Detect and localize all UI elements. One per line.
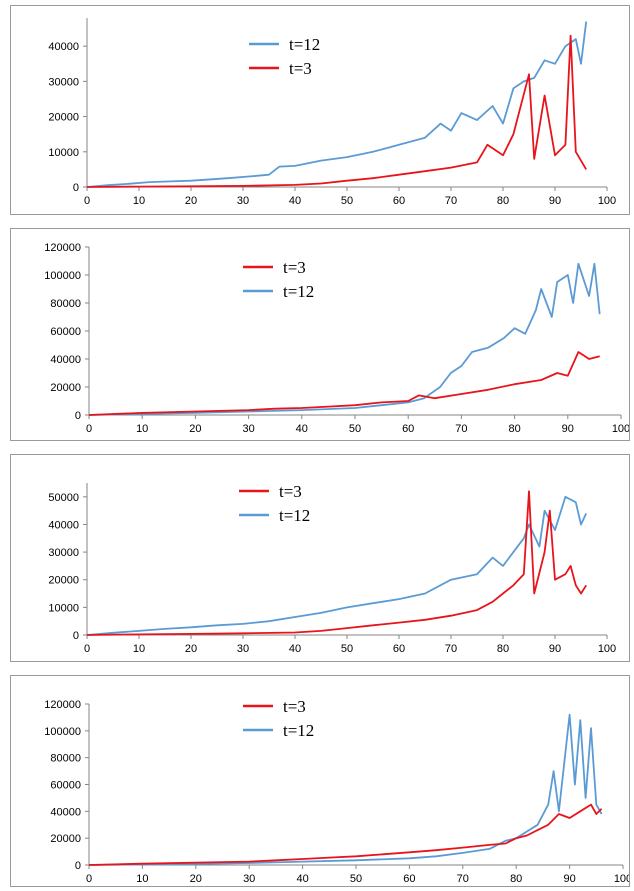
line-chart-4: 0 10 20 30 40 50 60 70 80 90 100 0 20000 40000 60000 80… xyxy=(44,697,629,885)
x-tick-label: 60 xyxy=(393,195,405,207)
x-tick-label: 20 xyxy=(189,423,201,435)
x-tick-label: 10 xyxy=(136,873,148,885)
y-tick-label: 50000 xyxy=(48,492,79,504)
x-tick-label: 0 xyxy=(84,195,90,207)
x-tick-label: 80 xyxy=(497,643,509,655)
x-tick-label: 10 xyxy=(136,423,148,435)
x-tick-label: 70 xyxy=(457,873,469,885)
x-tick-label: 50 xyxy=(341,195,353,207)
x-tick-label: 30 xyxy=(242,423,254,435)
y-tick-label: 60000 xyxy=(50,326,81,338)
series-line-t3 xyxy=(86,34,587,188)
x-tick-label: 30 xyxy=(237,643,249,655)
y-tick-label: 100000 xyxy=(44,726,81,738)
x-tick-label: 40 xyxy=(296,873,308,885)
x-tick-label: 30 xyxy=(237,195,249,207)
y-tick-label: 80000 xyxy=(50,298,81,310)
legend-label: t=12 xyxy=(283,721,314,740)
y-tick-label: 40000 xyxy=(48,41,79,53)
legend-label: t=12 xyxy=(279,506,310,525)
x-tick-label: 90 xyxy=(562,423,574,435)
legend-label: t=3 xyxy=(283,697,306,716)
series-line-t12 xyxy=(86,495,588,636)
x-tick-label: 100 xyxy=(614,873,629,885)
line-chart-2: 0 10 20 30 40 50 60 70 80 90 100 0 20000 40000 60000 80… xyxy=(44,242,629,435)
y-tick-label: 30000 xyxy=(48,547,79,559)
y-tick-label: 0 xyxy=(75,860,81,872)
x-tick-label: 80 xyxy=(508,423,520,435)
y-tick-label: 20000 xyxy=(48,575,79,587)
series-line-t3 xyxy=(86,490,587,636)
line-chart-1: 0 10 20 30 40 50 60 70 80 90 100 0 10000 20000 30000 40… xyxy=(48,18,616,207)
y-tick-label: 0 xyxy=(75,410,81,422)
y-tick-label: 10000 xyxy=(48,602,79,614)
x-tick-label: 10 xyxy=(133,643,145,655)
series-line-t3 xyxy=(88,351,600,416)
chart-panel-2: 0 10 20 30 40 50 60 70 80 90 100 0 20000 40000 60000 80… xyxy=(10,228,630,441)
x-tick-label: 100 xyxy=(598,195,616,207)
x-tick-label: 60 xyxy=(393,643,405,655)
legend-label: t=3 xyxy=(289,59,312,78)
x-tick-label: 70 xyxy=(445,643,457,655)
x-tick-label: 60 xyxy=(402,423,414,435)
series-line-t3 xyxy=(88,803,603,866)
x-tick-label: 40 xyxy=(296,423,308,435)
line-chart-3: 0 10 20 30 40 50 60 70 80 90 100 0 10000 20000 30000 40… xyxy=(48,482,616,655)
series-line-t12 xyxy=(86,21,588,188)
x-tick-label: 70 xyxy=(455,423,467,435)
y-tick-label: 40000 xyxy=(48,519,79,531)
x-tick-label: 30 xyxy=(243,873,255,885)
x-tick-label: 0 xyxy=(86,873,92,885)
y-tick-label: 0 xyxy=(73,630,79,642)
y-tick-label: 100000 xyxy=(44,270,81,282)
y-tick-label: 30000 xyxy=(48,76,79,88)
x-tick-label: 90 xyxy=(549,643,561,655)
legend-label: t=3 xyxy=(283,258,306,277)
y-tick-label: 10000 xyxy=(48,147,79,159)
x-tick-label: 20 xyxy=(185,643,197,655)
chart-panel-1: 0 10 20 30 40 50 60 70 80 90 100 0 10000 20000 30000 40… xyxy=(10,5,630,215)
series-line-t12 xyxy=(88,262,601,416)
legend-label: t=3 xyxy=(279,482,302,501)
y-tick-label: 120000 xyxy=(44,242,81,254)
x-tick-label: 20 xyxy=(190,873,202,885)
x-tick-label: 0 xyxy=(86,423,92,435)
x-tick-label: 60 xyxy=(403,873,415,885)
legend-label: t=12 xyxy=(289,35,320,54)
y-tick-label: 40000 xyxy=(50,806,81,818)
x-tick-label: 70 xyxy=(445,195,457,207)
chart-panel-3: 0 10 20 30 40 50 60 70 80 90 100 0 10000 20000 30000 40… xyxy=(10,454,630,662)
x-tick-label: 20 xyxy=(185,195,197,207)
x-tick-label: 80 xyxy=(510,873,522,885)
series-line-t12 xyxy=(88,713,603,866)
x-tick-label: 10 xyxy=(133,195,145,207)
y-tick-label: 20000 xyxy=(50,833,81,845)
x-tick-label: 40 xyxy=(289,643,301,655)
x-tick-label: 50 xyxy=(350,873,362,885)
x-tick-label: 80 xyxy=(497,195,509,207)
y-tick-label: 20000 xyxy=(50,382,81,394)
y-tick-label: 80000 xyxy=(50,753,81,765)
y-tick-label: 60000 xyxy=(50,780,81,792)
x-tick-label: 90 xyxy=(549,195,561,207)
y-tick-label: 120000 xyxy=(44,699,81,711)
legend-label: t=12 xyxy=(283,282,314,301)
x-tick-label: 100 xyxy=(612,423,629,435)
y-tick-label: 40000 xyxy=(50,354,81,366)
x-tick-label: 90 xyxy=(563,873,575,885)
y-tick-label: 20000 xyxy=(48,112,79,124)
x-tick-label: 40 xyxy=(289,195,301,207)
x-tick-label: 100 xyxy=(598,643,616,655)
x-tick-label: 50 xyxy=(349,423,361,435)
x-tick-label: 0 xyxy=(84,643,90,655)
chart-panel-4: 0 10 20 30 40 50 60 70 80 90 100 0 20000 40000 60000 80… xyxy=(10,675,630,887)
y-tick-label: 0 xyxy=(73,182,79,194)
x-tick-label: 50 xyxy=(341,643,353,655)
